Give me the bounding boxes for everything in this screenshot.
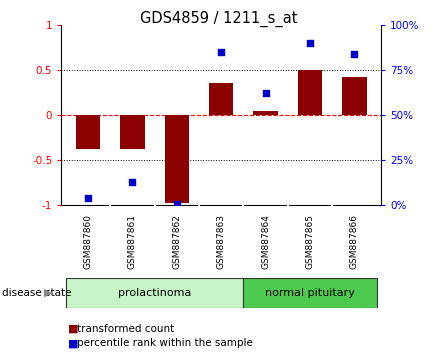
Text: ▶: ▶ [44, 288, 53, 298]
Text: transformed count: transformed count [77, 324, 174, 333]
Point [173, 201, 180, 206]
Point [351, 51, 358, 57]
Text: prolactinoma: prolactinoma [118, 288, 191, 298]
Text: ■: ■ [68, 324, 78, 333]
Text: GSM887863: GSM887863 [217, 214, 226, 269]
Bar [120, 115, 145, 149]
Point [129, 179, 136, 185]
Point [307, 40, 314, 46]
Point [85, 195, 92, 201]
Bar [342, 77, 367, 115]
Bar [165, 115, 189, 202]
Text: GSM887866: GSM887866 [350, 214, 359, 269]
Text: disease state: disease state [2, 288, 72, 298]
Text: GDS4859 / 1211_s_at: GDS4859 / 1211_s_at [140, 11, 298, 27]
Bar [66, 278, 244, 308]
Text: GSM887862: GSM887862 [172, 214, 181, 269]
Bar [244, 278, 377, 308]
Bar [209, 84, 233, 115]
Bar [298, 70, 322, 115]
Point [262, 91, 269, 96]
Text: normal pituitary: normal pituitary [265, 288, 355, 298]
Bar [76, 115, 100, 149]
Bar [254, 110, 278, 115]
Text: GSM887864: GSM887864 [261, 214, 270, 269]
Text: ■: ■ [68, 338, 78, 348]
Text: GSM887860: GSM887860 [84, 214, 92, 269]
Text: percentile rank within the sample: percentile rank within the sample [77, 338, 253, 348]
Text: GSM887861: GSM887861 [128, 214, 137, 269]
Point [218, 49, 225, 55]
Text: GSM887865: GSM887865 [306, 214, 314, 269]
